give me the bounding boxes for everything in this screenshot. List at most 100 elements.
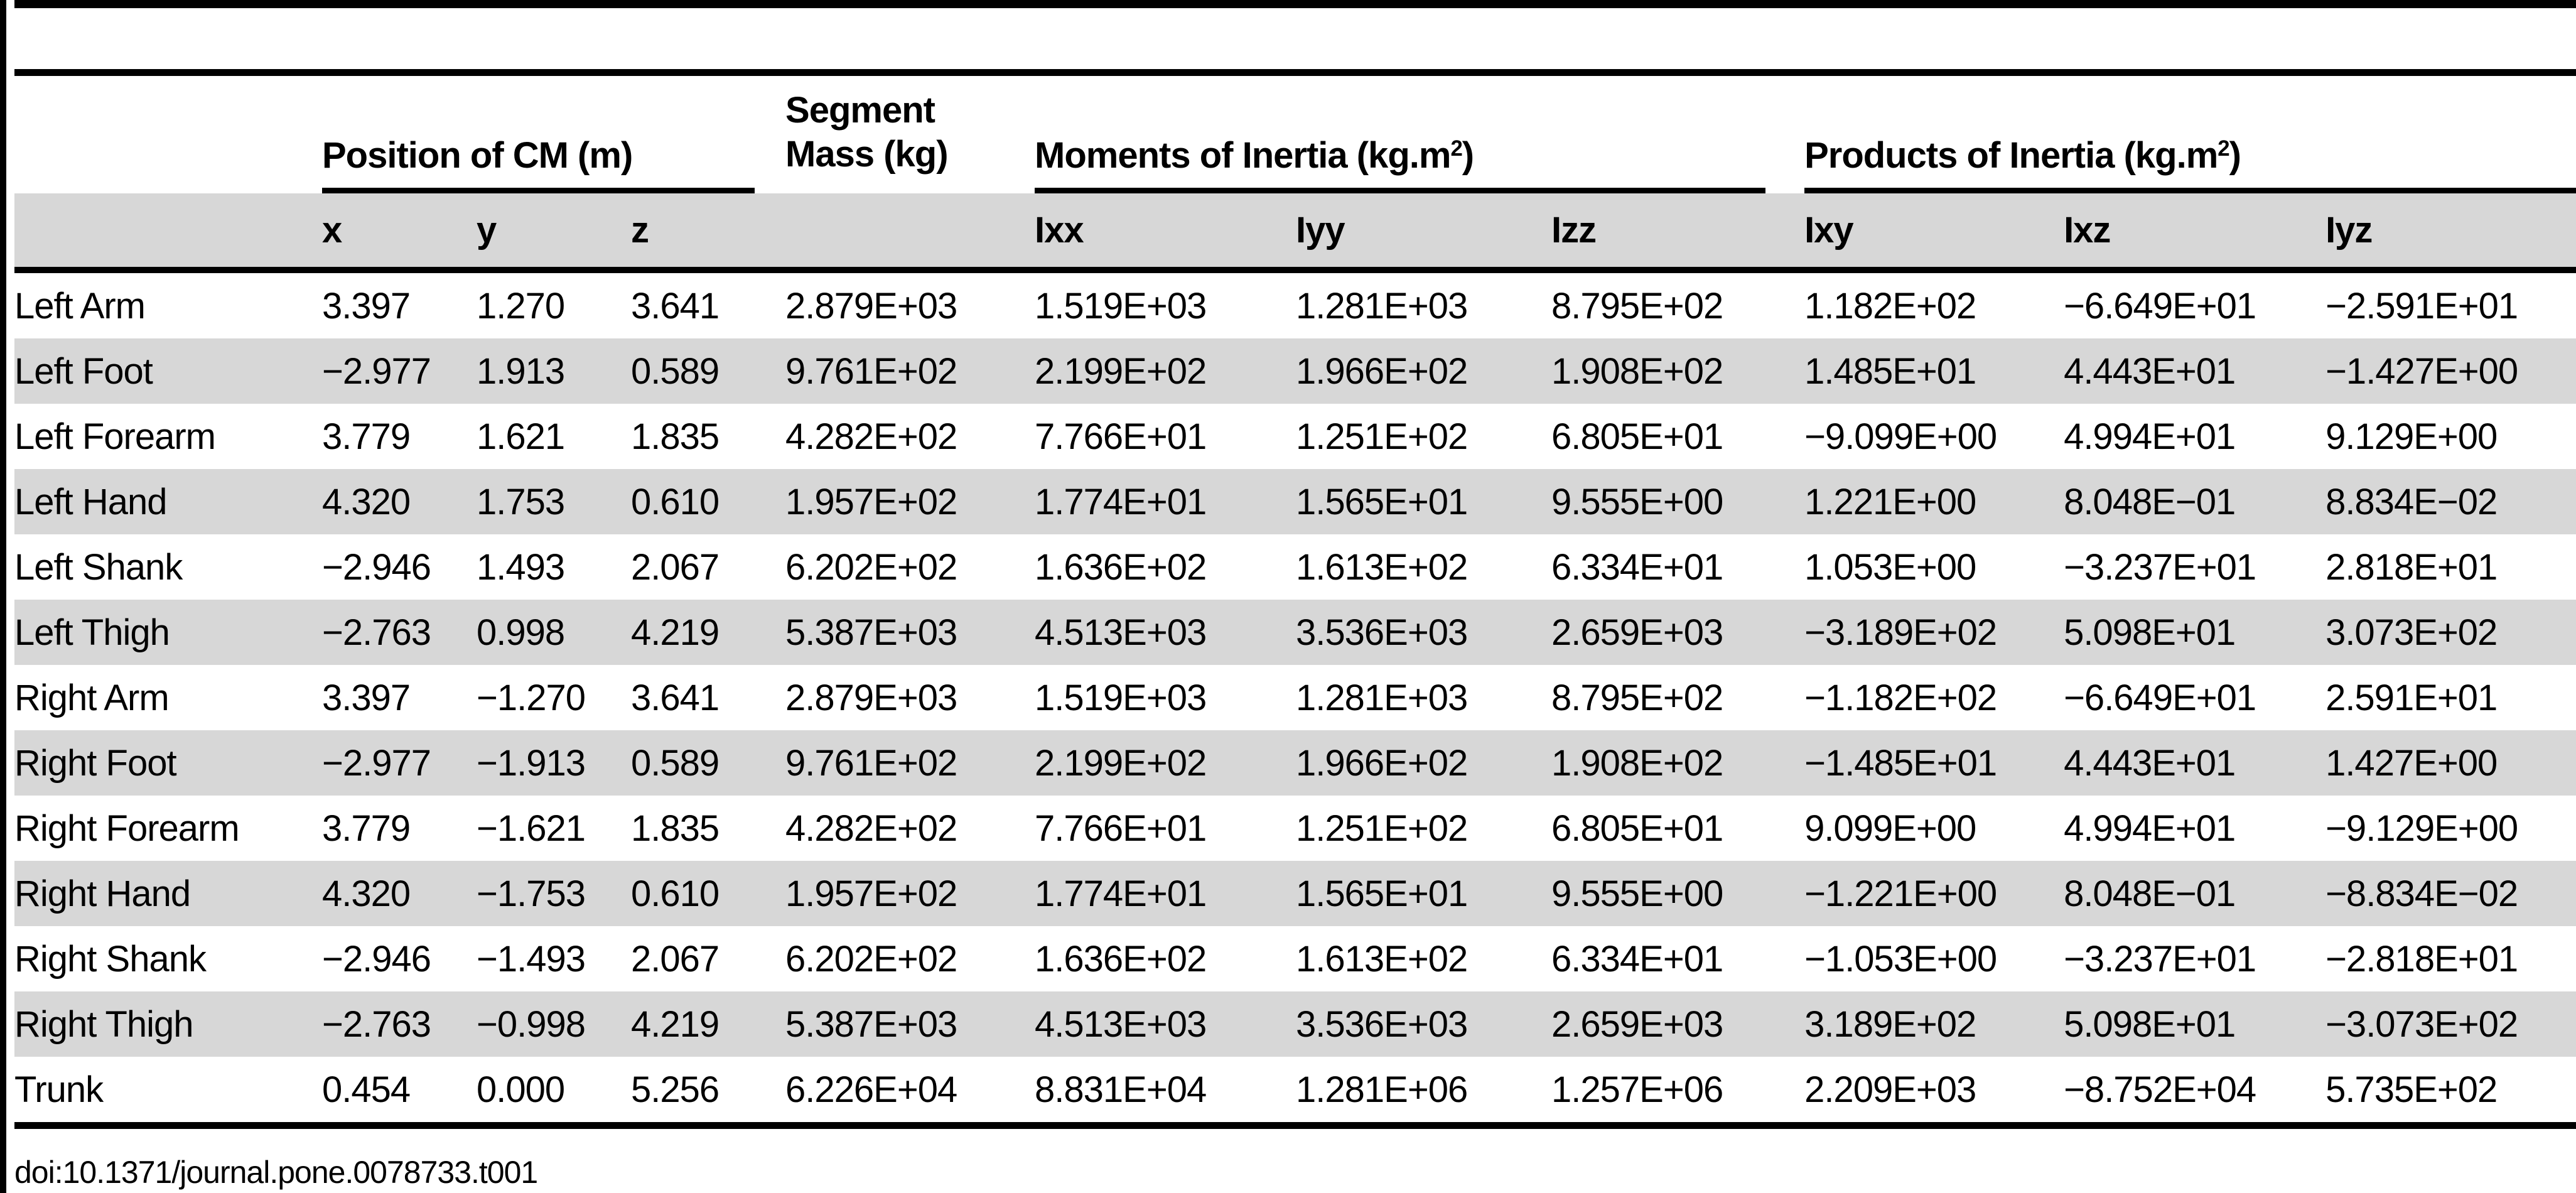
cell-iyy: 1.966E+02 [1296,730,1552,796]
cell-iyz: −2.818E+01 [2325,938,2518,980]
cell-mass: 5.387E+03 [785,600,1035,665]
cell-izz: 6.334E+01 [1551,938,1723,980]
cell-mass: 6.226E+04 [785,1057,1035,1129]
inertial-parameters-table: Position of CM (m) Segment Mass (kg) Mom… [14,69,2576,1129]
cell-mass: 2.879E+03 [785,285,957,327]
cell-z: 2.067 [631,546,719,588]
cell-y: 0.998 [477,600,631,665]
col-header-ixx: Ixx [1035,193,1296,273]
cell-mass: 1.957E+02 [785,861,1035,926]
cell-y: 1.493 [477,546,565,588]
cell-ixz: −3.237E+01 [2064,938,2256,980]
table-body: Left Arm 3.397 1.270 3.641 2.879E+03 1.519E+0… [14,270,2576,1129]
cell-y: 0.000 [477,1057,631,1129]
cell-y: −1.270 [477,677,586,718]
cell-ixy: 1.182E+02 [1804,285,1976,327]
table-row: Left Foot −2.977 1.913 0.589 9.761E+02 2.199E… [14,338,2576,404]
cell-iyz: 8.834E−02 [2325,469,2576,534]
cell-x: 3.779 [322,416,411,457]
cell-izz: 9.555E+00 [1551,861,1805,926]
cell-ixx: 4.513E+03 [1035,991,1296,1057]
col-header-ixy: Ixy [1804,193,2064,273]
cell-izz: 6.805E+01 [1551,416,1723,457]
cell-ixx: 4.513E+03 [1035,600,1296,665]
table-row: Right Shank −2.946 −1.493 2.067 6.202E+02 1.6… [14,926,2576,991]
cell-izz: 6.334E+01 [1551,546,1723,588]
cell-iyz: 5.735E+02 [2325,1057,2576,1129]
cell-iyz: 9.129E+00 [2325,416,2498,457]
segment-name: Right Shank [14,938,207,980]
col-header-iyy: Iyy [1296,193,1552,273]
cell-x: −2.977 [322,730,477,796]
cell-x: −2.946 [322,938,431,980]
table-row: Trunk 0.454 0.000 5.256 6.226E+04 8.831E+04 1.… [14,1057,2576,1129]
group-header-row: Position of CM (m) Segment Mass (kg) Mom… [14,73,2576,193]
cell-y: −1.753 [477,861,631,926]
cell-z: 1.835 [631,807,719,849]
table-row: Right Thigh −2.763 −0.998 4.219 5.387E+03 4.5… [14,991,2576,1057]
cell-ixy: 3.189E+02 [1804,991,2064,1057]
cell-iyz: −9.129E+00 [2325,807,2518,849]
segment-name: Right Foot [14,730,322,796]
col-header-y: y [477,193,631,273]
cell-mass: 4.282E+02 [785,807,957,849]
cell-mass: 4.282E+02 [785,416,957,457]
cell-ixx: 2.199E+02 [1035,338,1296,404]
cell-z: 2.067 [631,938,719,980]
cell-y: −1.913 [477,730,631,796]
cell-ixz: −6.649E+01 [2064,677,2256,718]
table-row: Left Arm 3.397 1.270 3.641 2.879E+03 1.519E+0… [14,270,2576,338]
cell-ixz: 4.443E+01 [2064,730,2326,796]
segment-name: Trunk [14,1057,322,1129]
table-row: Left Hand 4.320 1.753 0.610 1.957E+02 1.774E+… [14,469,2576,534]
cell-iyy: 1.251E+02 [1296,807,1468,849]
group-moments-suffix: ) [1462,135,1474,176]
cell-ixx: 7.766E+01 [1035,416,1207,457]
cell-mass: 9.761E+02 [785,338,1035,404]
group-moments-of-inertia: Moments of Inertia (kg.m2) [1035,134,1766,193]
cell-ixy: −1.182E+02 [1804,677,1997,718]
cell-ixz: 8.048E−01 [2064,861,2326,926]
cell-ixx: 1.636E+02 [1035,938,1207,980]
group-products-of-inertia: Products of Inertia (kg.m2) [1804,134,2576,193]
cell-y: 1.753 [477,469,631,534]
cell-ixx: 2.199E+02 [1035,730,1296,796]
cell-iyy: 1.565E+01 [1296,861,1552,926]
cell-y: 1.913 [477,338,631,404]
group-products-sup: 2 [2218,136,2229,161]
col-header-mass-empty [785,193,1035,273]
cell-ixy: −1.221E+00 [1804,861,2064,926]
cell-ixy: 1.053E+00 [1804,546,1976,588]
cell-ixz: 4.443E+01 [2064,338,2326,404]
cell-ixz: −8.752E+04 [2064,1057,2326,1129]
cell-y: −1.493 [477,938,586,980]
left-edge-bar [0,0,6,1193]
cell-z: 4.219 [631,600,786,665]
col-header-segment-empty [14,193,322,273]
cell-ixy: 1.221E+00 [1804,469,2064,534]
segment-name: Left Foot [14,338,322,404]
group-position-of-cm: Position of CM (m) [322,134,755,193]
group-moments-label: Moments of Inertia (kg.m [1035,135,1451,176]
table-row: Right Hand 4.320 −1.753 0.610 1.957E+02 1.774… [14,861,2576,926]
cell-z: 1.835 [631,416,719,457]
cell-ixy: 2.209E+03 [1804,1057,2064,1129]
table-row: Right Forearm 3.779 −1.621 1.835 4.282E+02 7.… [14,796,2576,861]
col-header-ixz: Ixz [2064,193,2326,273]
cell-izz: 9.555E+00 [1551,469,1805,534]
cell-izz: 6.805E+01 [1551,807,1723,849]
cell-izz: 2.659E+03 [1551,600,1805,665]
cell-ixx: 1.774E+01 [1035,861,1296,926]
table-row: Right Foot −2.977 −1.913 0.589 9.761E+02 2.19… [14,730,2576,796]
cell-mass: 1.957E+02 [785,469,1035,534]
top-rule [14,0,2576,8]
cell-ixz: −3.237E+01 [2064,546,2256,588]
col-header-x: x [322,193,477,273]
segment-name: Left Arm [14,285,146,327]
cell-iyy: 1.565E+01 [1296,469,1552,534]
table-row: Left Thigh −2.763 0.998 4.219 5.387E+03 4.513… [14,600,2576,665]
cell-ixz: 5.098E+01 [2064,600,2326,665]
column-header-row: x y z Ixx Iyy Izz Ixy Ixz Iyz [14,193,2576,273]
cell-iyy: 3.536E+03 [1296,600,1552,665]
cell-ixy: −1.485E+01 [1804,730,2064,796]
